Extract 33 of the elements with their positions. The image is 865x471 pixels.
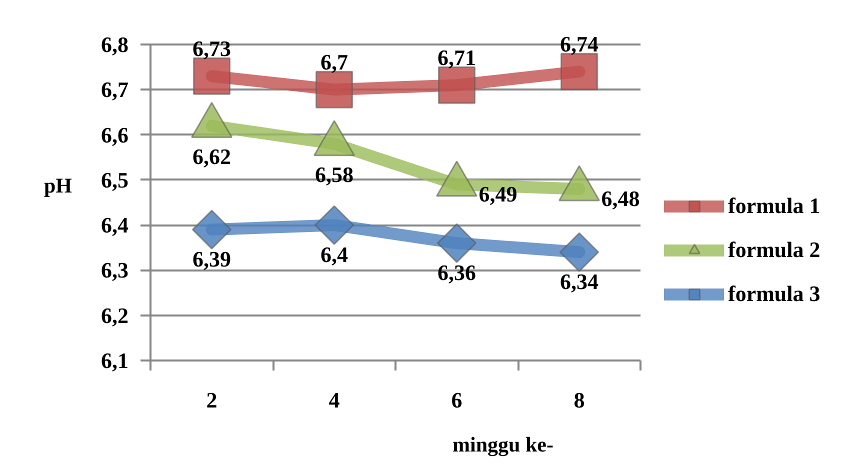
y-tick-label: 6,4 [101,212,128,238]
y-tick-label: 6,1 [101,348,128,373]
point [192,210,232,250]
point [559,232,600,272]
y-tick-label: 6,7 [101,77,128,102]
x-axis-title: minggu ke- [452,432,554,456]
data-label: 6,39 [192,246,231,272]
y-tick-label: 6,2 [101,302,128,328]
y-tick-label: 6,5 [101,167,128,192]
data-label: 6,74 [560,32,598,57]
data-label: 6,4 [320,242,348,268]
data-label: 6,49 [478,181,518,206]
data-label: 6,73 [192,36,231,62]
y-tick-label: 6,3 [101,258,128,283]
data-label: 6,58 [315,162,354,187]
x-tick-label: 2 [206,388,218,412]
x-tick-label: 4 [328,388,340,412]
x-tick-label: 6 [451,388,462,412]
legend-label: formula 1 [728,193,820,220]
data-label: 6,48 [601,186,640,211]
legend-label: formula 3 [728,281,820,308]
data-label: 6,34 [560,269,598,294]
y-tick-label: 6,6 [101,122,128,148]
data-label: 6,7 [320,50,348,75]
y-tick-label: 6,8 [101,32,128,57]
y-axis-title: pH [44,174,72,198]
point [436,223,477,263]
point [314,205,354,245]
data-label: 6,71 [438,45,476,70]
legend-label: formula 2 [728,237,820,264]
data-label: 6,36 [438,260,476,286]
data-label: 6,62 [192,144,231,169]
x-tick-label: 8 [574,388,585,412]
